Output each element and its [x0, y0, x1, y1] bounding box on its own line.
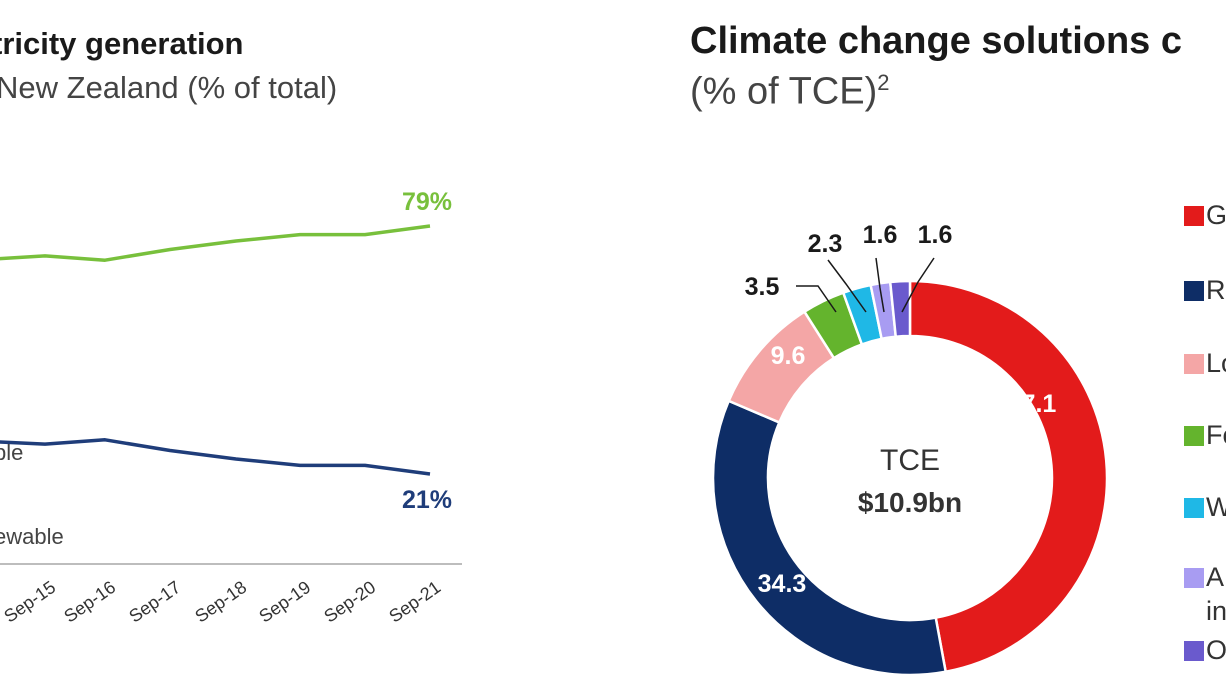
donut-slice-label-4: 2.3	[808, 230, 843, 258]
legend-swatch-2	[1184, 354, 1204, 374]
series-1-end-label: 21%	[402, 486, 452, 514]
x-tick-label-5: Sep-20	[320, 577, 379, 627]
legend-label-5-line2: in	[1206, 596, 1226, 626]
legend-label-5: A	[1206, 562, 1225, 592]
line-chart-subtitle: New Zealand (% of total)	[0, 70, 338, 105]
legend-label-1: R	[1206, 275, 1226, 305]
donut-chart-subtitle: (% of TCE)2	[690, 70, 889, 114]
legend-swatch-4	[1184, 498, 1204, 518]
x-tick-label-6: Sep-21	[385, 577, 444, 627]
donut-leader-line-6	[901, 257, 935, 313]
legend-label-2: Lo	[1206, 348, 1226, 378]
series-0-name-label: ble	[0, 440, 23, 465]
donut-slice-label-6: 1.6	[918, 221, 953, 249]
series-1-name-label: ewable	[0, 524, 64, 549]
legend-swatch-3	[1184, 426, 1204, 446]
donut-slice-label-3: 3.5	[745, 273, 780, 301]
donut-leader-line-3	[796, 285, 837, 313]
x-tick-label-2: Sep-17	[125, 577, 184, 627]
donut-slice-0	[908, 279, 1109, 674]
legend-label-6: O	[1206, 635, 1226, 665]
donut-leader-line-5	[875, 257, 885, 313]
series-line-0	[0, 224, 431, 262]
donut-slice-label-2: 9.6	[771, 342, 806, 370]
donut-slice-6	[888, 279, 912, 339]
x-tick-label-1: Sep-16	[60, 577, 119, 627]
x-tick-label-4: Sep-19	[255, 577, 314, 627]
x-tick-label-0: Sep-15	[0, 577, 59, 627]
legend-swatch-0	[1184, 206, 1204, 226]
donut-chart-title: Climate change solutions c	[690, 20, 1182, 62]
legend-swatch-5	[1184, 568, 1204, 588]
donut-slice-label-5: 1.6	[863, 221, 898, 249]
line-chart-title: tricity generation	[0, 26, 244, 61]
legend-swatch-1	[1184, 281, 1204, 301]
donut-center-label: TCE	[880, 444, 940, 477]
legend-label-0: G	[1206, 200, 1226, 230]
x-tick-label-3: Sep-18	[191, 577, 250, 627]
donut-center-value: $10.9bn	[858, 487, 962, 518]
donut-slice-label-0: 47.1	[1008, 390, 1057, 418]
legend-label-3: Fo	[1206, 420, 1226, 450]
series-line-1	[0, 438, 431, 476]
donut-chart-subtitle-text: (% of TCE)	[690, 70, 878, 113]
donut-slice-label-1: 34.3	[758, 570, 807, 598]
donut-chart-subtitle-footnote: 2	[877, 70, 890, 95]
legend-label-4: W	[1206, 492, 1226, 522]
legend-swatch-6	[1184, 641, 1204, 661]
donut-leader-line-4	[827, 259, 867, 313]
donut-slice-1	[711, 399, 948, 677]
series-0-end-label: 79%	[402, 188, 452, 216]
